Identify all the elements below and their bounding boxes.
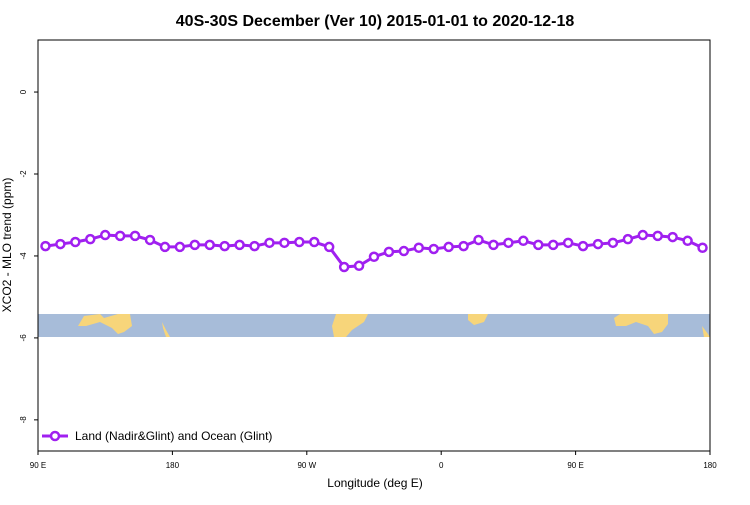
x-tick-label: 0 — [439, 461, 444, 470]
land — [468, 314, 488, 325]
data-point — [443, 241, 454, 253]
data-point — [294, 236, 305, 248]
data-point — [503, 237, 514, 249]
data-point — [667, 231, 678, 243]
data-point — [697, 242, 708, 254]
data-point — [592, 238, 604, 250]
data-point — [279, 237, 290, 249]
data-point — [368, 251, 380, 263]
ocean-band — [38, 314, 710, 337]
data-point — [577, 240, 589, 252]
data-point — [428, 243, 439, 255]
data-point — [159, 241, 171, 253]
data-point — [114, 230, 126, 242]
data-point — [40, 240, 51, 252]
x-tick-label: 90 E — [567, 461, 583, 470]
data-point — [637, 229, 649, 241]
data-point — [413, 242, 425, 254]
data-point — [204, 239, 215, 251]
data-point — [473, 234, 484, 246]
x-tick-label: 180 — [703, 461, 717, 470]
x-tick-label: 90 E — [30, 461, 46, 470]
y-tick-label: -8 — [19, 416, 28, 424]
data-point — [562, 237, 574, 249]
land — [162, 322, 170, 337]
data-point — [652, 230, 663, 242]
y-axis-label: XCO2 - MLO trend (ppm) — [0, 178, 14, 313]
y-tick-label: 0 — [19, 89, 28, 94]
data-point — [189, 239, 201, 251]
chart-title: 40S-30S December (Ver 10) 2015-01-01 to … — [176, 13, 575, 30]
data-point — [309, 236, 320, 248]
data-point — [607, 237, 619, 249]
data-point — [219, 240, 230, 252]
data-point — [234, 239, 245, 251]
data-point — [383, 246, 395, 258]
series-line — [45, 233, 704, 269]
x-axis-label: Longitude (deg E) — [327, 476, 422, 490]
data-point — [249, 240, 260, 252]
land — [78, 314, 132, 334]
plot-frame — [37, 39, 711, 452]
data-point — [518, 235, 529, 247]
data-point — [458, 240, 469, 252]
legend-label: Land (Nadir&Glint) and Ocean (Glint) — [75, 429, 272, 443]
data-point — [99, 229, 111, 241]
data-point — [70, 236, 81, 248]
data-point — [488, 239, 499, 251]
data-point — [85, 233, 96, 245]
data-point — [264, 237, 275, 249]
legend-marker — [49, 430, 61, 442]
land — [702, 326, 710, 337]
land — [614, 314, 668, 334]
y-tick-label: -6 — [19, 334, 28, 342]
y-tick-label: -4 — [19, 252, 28, 260]
data-point — [129, 230, 141, 242]
data-point — [174, 241, 186, 253]
y-tick-label: -2 — [19, 170, 28, 178]
data-point — [338, 261, 350, 273]
data-point — [323, 241, 335, 253]
land — [332, 314, 368, 337]
data-point — [682, 235, 693, 247]
data-point — [353, 260, 365, 272]
x-tick-label: 90 W — [297, 461, 316, 470]
data-point — [55, 238, 66, 250]
data-point — [547, 239, 559, 251]
data-point — [144, 234, 156, 246]
data-point — [398, 245, 410, 257]
x-tick-label: 180 — [166, 461, 180, 470]
data-point — [622, 233, 634, 245]
data-point — [533, 239, 544, 251]
map-strip — [38, 314, 710, 337]
